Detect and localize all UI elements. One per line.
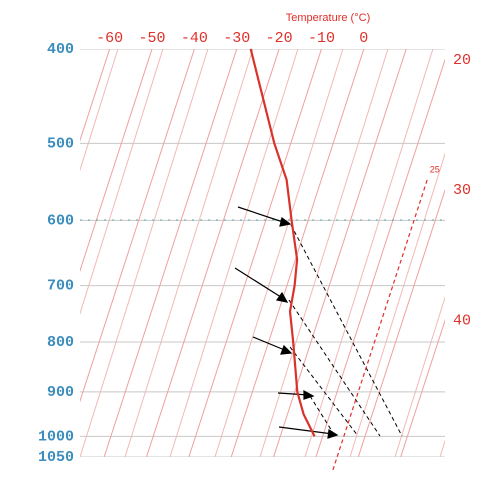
highlight-isotherm-label: 25	[430, 164, 440, 174]
isotherm	[188, 49, 322, 457]
temperature-label: -50	[139, 30, 166, 47]
pressure-label: 1000	[38, 428, 74, 445]
isotherm	[80, 49, 153, 273]
adiabat-line	[169, 49, 299, 457]
adiabat-line	[214, 49, 344, 457]
pressure-label: 500	[47, 135, 74, 152]
temperature-label: 40	[453, 313, 471, 330]
temperature-label: 0	[359, 30, 368, 47]
pressure-label: 700	[47, 278, 74, 295]
isotherm	[145, 49, 280, 457]
adiabat-line	[80, 49, 164, 316]
temperature-label: -10	[308, 30, 335, 47]
parcel-lines	[288, 224, 403, 437]
pressure-label: 600	[47, 212, 74, 229]
adiabat-line	[80, 49, 209, 457]
adiabat-line	[80, 49, 119, 172]
temperature-profile	[249, 48, 316, 437]
pressure-label: 800	[47, 334, 74, 351]
isotherm	[230, 49, 365, 457]
highlight-isotherm	[332, 177, 429, 471]
isotherm	[80, 49, 111, 142]
temperature-label: -60	[96, 30, 123, 47]
pressure-label: 1050	[38, 449, 74, 466]
temperature-label: -40	[181, 30, 208, 47]
adiabat-line	[349, 152, 445, 457]
dry-adiabats	[80, 0, 490, 457]
pressure-label: 400	[47, 41, 74, 58]
adiabat-line	[485, 0, 490, 457]
isotherm	[103, 49, 238, 457]
adiabat-line	[304, 49, 434, 457]
isotherm	[273, 49, 407, 457]
isotherm	[80, 49, 195, 403]
temperature-label: -30	[223, 30, 250, 47]
pressure-label: 900	[47, 384, 74, 401]
axis-title: Temperature (°C)	[286, 12, 370, 24]
isotherm	[315, 58, 445, 457]
isotherm	[400, 318, 445, 457]
temperature-label: 20	[453, 52, 471, 69]
adiabat-line	[394, 295, 445, 457]
grid	[80, 49, 445, 457]
adiabat-line	[124, 49, 254, 457]
temperature-label: 30	[453, 182, 471, 199]
temperature-label: -20	[266, 30, 293, 47]
isotherm	[357, 188, 445, 457]
arrows	[234, 206, 339, 439]
